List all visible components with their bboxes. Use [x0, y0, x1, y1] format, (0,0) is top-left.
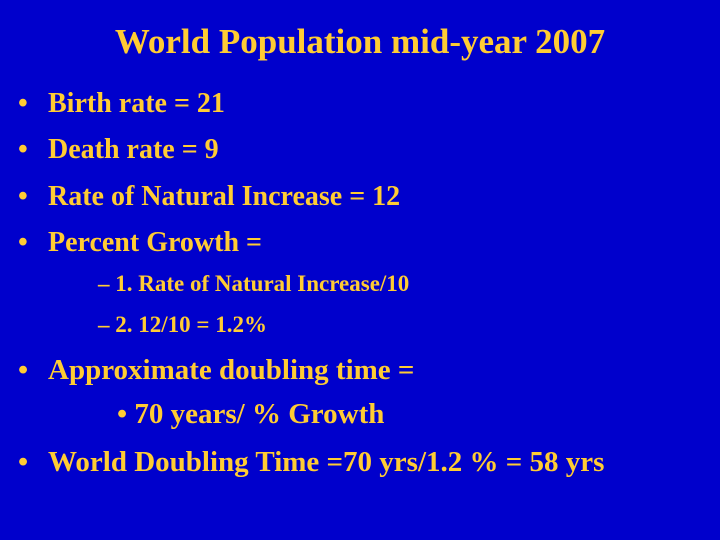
bullet-icon: • [18, 446, 29, 478]
bullet-icon: • [18, 88, 28, 119]
slide-title: World Population mid-year 2007 [114, 22, 606, 61]
bullet-natural-increase: Rate of Natural Increase = 12 [48, 181, 401, 212]
subitem-step-1: – 1. Rate of Natural Increase/10 [98, 271, 410, 296]
doubling-formula: • 70 years/ % Growth [117, 398, 385, 430]
bullet-icon: • [18, 181, 28, 212]
bullet-death-rate: Death rate = 9 [48, 134, 219, 165]
bullet-icon: • [18, 227, 28, 258]
subitem-step-2: – 2. 12/10 = 1.2% [98, 312, 267, 337]
bullet-doubling-time: Approximate doubling time = [48, 354, 415, 386]
bullet-icon: • [18, 134, 28, 165]
bullet-icon: • [18, 354, 29, 386]
bullet-birth-rate: Birth rate = 21 [48, 88, 225, 119]
bullet-world-doubling: World Doubling Time =70 yrs/1.2 % = 58 y… [48, 446, 605, 478]
bullet-percent-growth: Percent Growth = [48, 227, 262, 258]
